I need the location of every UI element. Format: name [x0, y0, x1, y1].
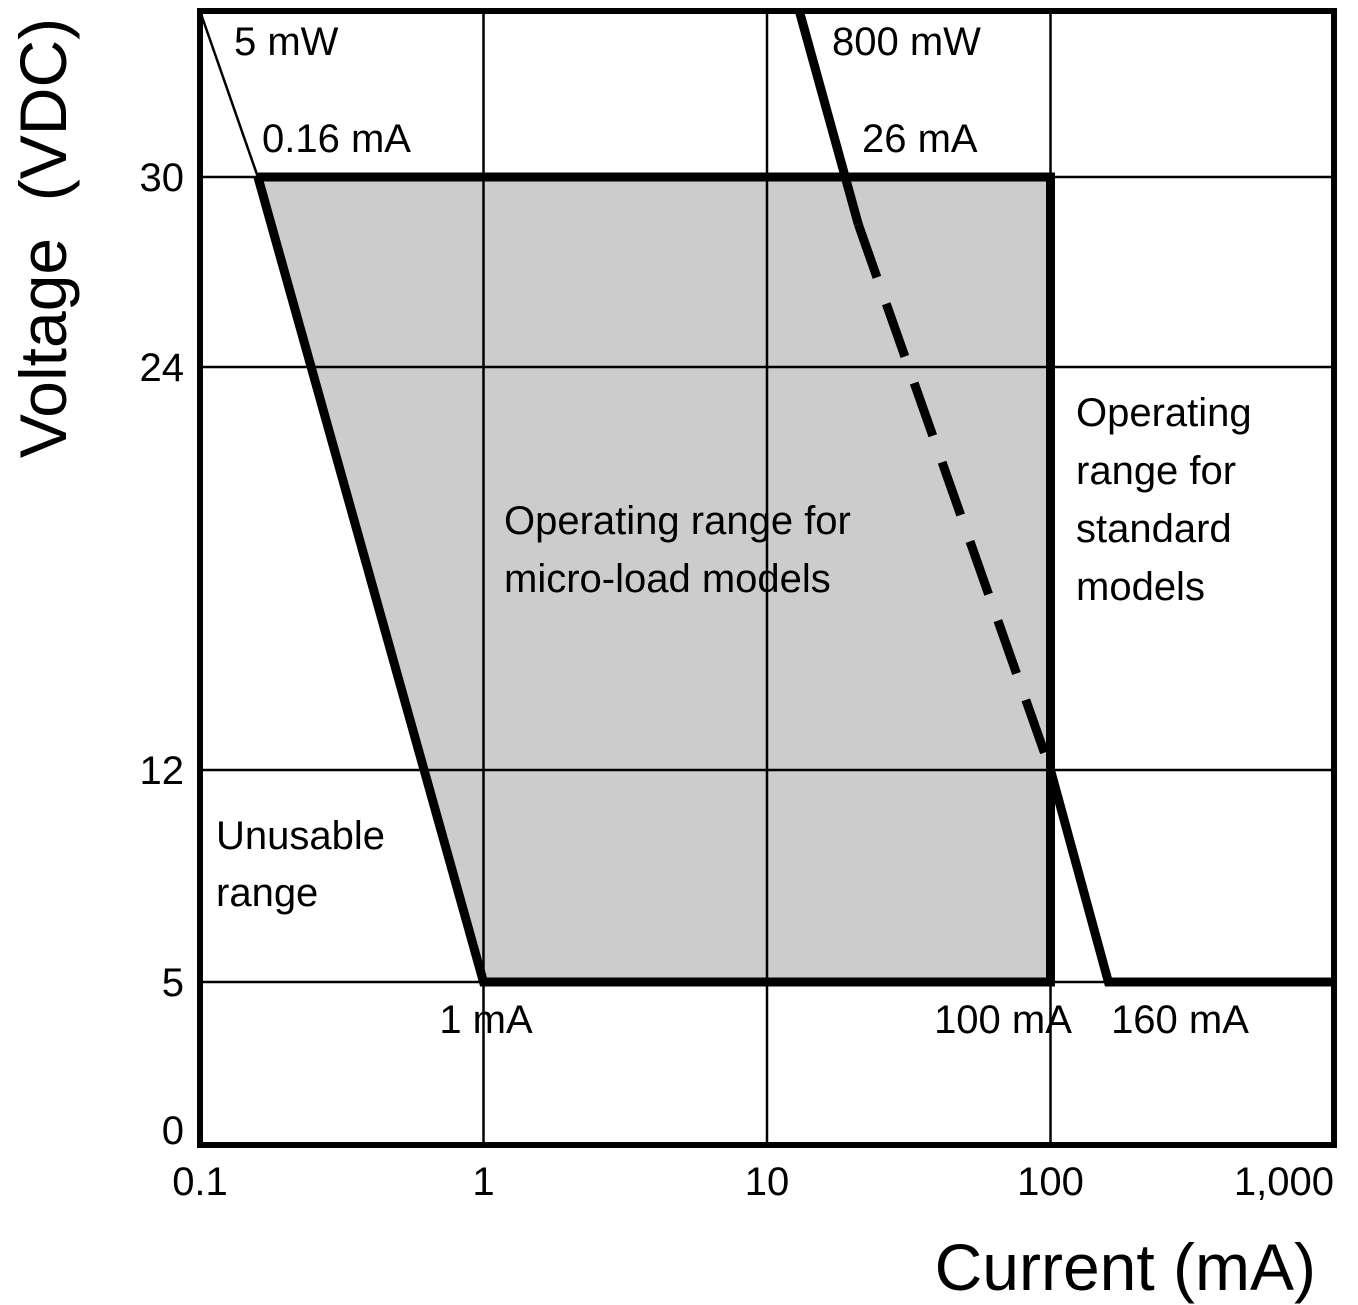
x-tick-label: 1 — [472, 1160, 494, 1204]
y-tick-labels: 0 5 12 24 30 — [140, 156, 185, 1153]
800mw-power-line-dashed — [854, 223, 1055, 772]
x-tick-label: 100 — [1017, 1160, 1084, 1204]
x-tick-label: 10 — [745, 1160, 790, 1204]
label-unusable-range-line2: range — [216, 871, 318, 915]
label-5mw: 5 mW — [234, 20, 339, 64]
5mw-power-line — [198, 10, 260, 178]
y-axis-title: Voltage (VDC) — [6, 18, 80, 458]
micro-load-boundary-line — [253, 172, 1055, 987]
plot-frame — [197, 8, 1337, 1148]
x-tick-labels: 0.1 1 10 100 1,000 — [172, 1160, 1334, 1204]
label-unusable-range-line1: Unusable — [216, 814, 385, 858]
label-micro-load-range-line1: Operating range for — [504, 499, 851, 543]
800mw-power-line — [794, 9, 863, 226]
y-tick-label: 0 — [162, 1109, 184, 1153]
label-26ma: 26 mA — [862, 117, 978, 161]
label-standard-range-line1: Operating — [1076, 391, 1252, 435]
label-standard-range-line2: range for — [1076, 449, 1236, 493]
label-0-16ma: 0.16 mA — [262, 117, 411, 161]
label-800mw: 800 mW — [832, 20, 981, 64]
label-1ma: 1 mA — [439, 998, 533, 1042]
label-standard-range-line3: standard — [1076, 507, 1232, 551]
label-standard-range-line4: models — [1076, 565, 1205, 609]
standard-boundary-line — [1046, 768, 1334, 987]
micro-load-operating-region — [257, 177, 1051, 982]
y-tick-label: 5 — [162, 961, 184, 1005]
x-axis-title: Current (mA) — [935, 1230, 1316, 1304]
x-tick-label: 0.1 — [172, 1160, 228, 1204]
label-160ma: 160 mA — [1111, 998, 1249, 1042]
y-tick-label: 30 — [140, 156, 185, 200]
y-tick-label: 24 — [140, 346, 185, 390]
label-micro-load-range-line2: micro-load models — [504, 557, 831, 601]
x-tick-label: 1,000 — [1234, 1160, 1334, 1204]
label-100ma: 100 mA — [934, 998, 1072, 1042]
y-tick-label: 12 — [140, 749, 185, 793]
